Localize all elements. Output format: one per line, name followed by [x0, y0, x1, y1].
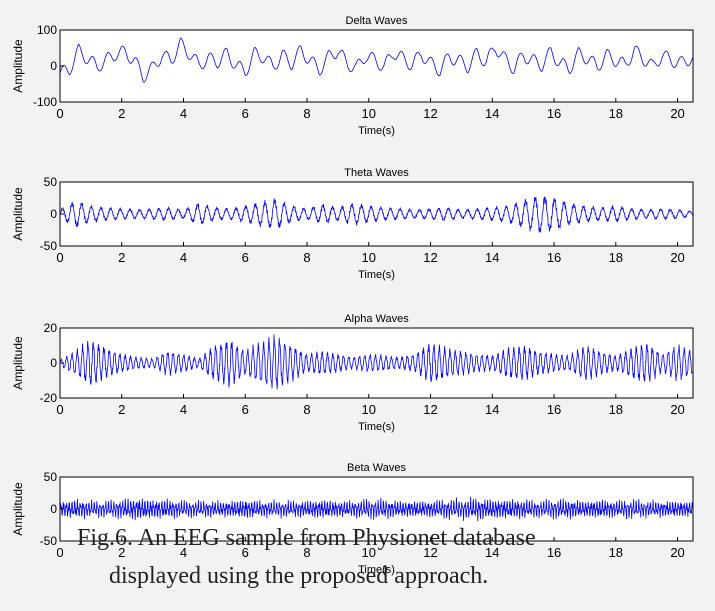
y-tick-label: -50 [40, 534, 58, 548]
x-tick-label: 2 [118, 106, 125, 121]
x-tick-label: 12 [423, 402, 437, 417]
x-axis-label: Time(s) [358, 125, 395, 137]
figure-caption-line2: displayed using the proposed approach. [109, 563, 489, 589]
x-axis-label: Time(s) [358, 564, 395, 576]
y-axis-label: Amplitude [11, 187, 25, 241]
series-line [59, 196, 694, 233]
x-tick-label: 14 [485, 402, 499, 417]
y-tick-label: -100 [33, 95, 57, 109]
x-tick-label: 2 [118, 545, 125, 560]
x-tick-label: 14 [485, 106, 499, 121]
y-tick-label: 0 [50, 207, 57, 221]
x-tick-label: 2 [118, 402, 125, 417]
x-tick-label: 4 [180, 545, 187, 560]
x-tick-label: 4 [180, 106, 187, 121]
y-tick-label: 50 [44, 470, 58, 484]
series-line [59, 37, 694, 83]
x-tick-label: 6 [242, 402, 249, 417]
series-line [59, 334, 694, 390]
x-tick-label: 12 [423, 250, 437, 265]
x-tick-label: 18 [609, 106, 623, 121]
plot-area [60, 182, 693, 246]
x-tick-label: 16 [547, 545, 561, 560]
y-tick-label: 0 [50, 59, 57, 73]
x-tick-label: 4 [180, 250, 187, 265]
y-tick-label: -50 [40, 239, 58, 253]
x-tick-label: 18 [609, 250, 623, 265]
chart-title: Delta Waves [346, 15, 408, 27]
y-axis-label: Amplitude [11, 39, 25, 93]
x-tick-label: 20 [670, 106, 684, 121]
chart-title: Beta Waves [347, 462, 406, 474]
x-tick-label: 20 [670, 250, 684, 265]
x-tick-label: 0 [56, 402, 63, 417]
figure-caption-line1: Fig.6. An EEG sample from Physionet data… [77, 525, 536, 551]
x-tick-label: 18 [609, 545, 623, 560]
x-tick-label: 10 [362, 250, 376, 265]
x-tick-label: 0 [56, 106, 63, 121]
x-tick-label: 8 [303, 402, 310, 417]
y-tick-label: 50 [44, 175, 58, 189]
chart-title: Theta Waves [344, 167, 409, 179]
x-tick-label: 12 [423, 106, 437, 121]
x-tick-label: 10 [362, 106, 376, 121]
x-tick-label: 0 [56, 545, 63, 560]
y-axis-label: Amplitude [11, 482, 25, 536]
x-tick-label: 16 [547, 106, 561, 121]
y-axis-label: Amplitude [11, 336, 25, 390]
x-tick-label: 20 [670, 402, 684, 417]
y-tick-label: 0 [50, 356, 57, 370]
x-tick-label: 10 [362, 402, 376, 417]
chart-title: Alpha Waves [344, 313, 409, 325]
x-tick-label: 8 [303, 106, 310, 121]
x-tick-label: 6 [242, 106, 249, 121]
x-tick-label: 8 [303, 250, 310, 265]
x-axis-label: Time(s) [358, 269, 395, 281]
x-tick-label: 8 [303, 545, 310, 560]
x-tick-label: 2 [118, 250, 125, 265]
x-axis-label: Time(s) [358, 421, 395, 433]
y-tick-label: 100 [37, 23, 57, 37]
plot-area [60, 30, 693, 102]
x-tick-label: 20 [670, 545, 684, 560]
x-tick-label: 12 [423, 545, 437, 560]
x-tick-label: 10 [362, 545, 376, 560]
x-tick-label: 0 [56, 250, 63, 265]
x-tick-label: 4 [180, 402, 187, 417]
x-tick-label: 6 [242, 250, 249, 265]
x-tick-label: 14 [485, 545, 499, 560]
x-tick-label: 14 [485, 250, 499, 265]
x-tick-label: 16 [547, 402, 561, 417]
y-tick-label: 20 [44, 321, 58, 335]
x-tick-label: 18 [609, 402, 623, 417]
y-tick-label: 0 [50, 502, 57, 516]
x-tick-label: 16 [547, 250, 561, 265]
x-tick-label: 6 [242, 545, 249, 560]
series-line [59, 496, 694, 521]
y-tick-label: -20 [40, 391, 58, 405]
